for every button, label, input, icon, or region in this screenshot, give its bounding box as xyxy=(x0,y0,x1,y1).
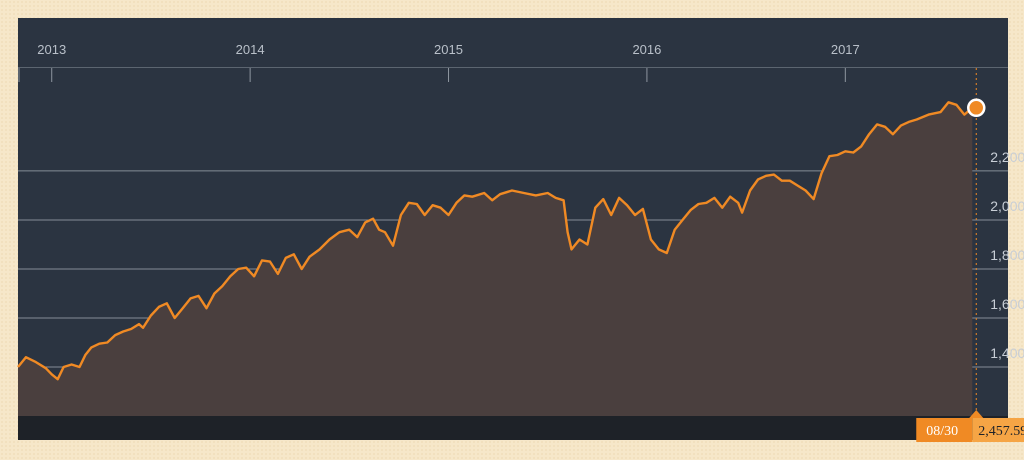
y-tick-label: 1,600.00 xyxy=(990,296,1024,312)
value-tooltip: 08/30 2,457.59 xyxy=(916,410,1024,442)
y-tick-label: 1,800.00 xyxy=(990,247,1024,263)
year-header xyxy=(18,18,1008,68)
y-tick-label: 1,400.00 xyxy=(990,345,1024,361)
y-tick-label: 2,000.00 xyxy=(990,198,1024,214)
bottom-bar xyxy=(18,416,1008,440)
tooltip-value-box xyxy=(972,418,1024,442)
year-tick-label: 2014 xyxy=(236,42,265,57)
series-line xyxy=(17,101,974,381)
year-tick-label: 2013 xyxy=(37,42,66,57)
tooltip-arrow xyxy=(969,410,984,418)
y-tick-label: 2,200.00 xyxy=(990,149,1024,165)
tooltip-date: 08/30 xyxy=(926,424,958,439)
tooltip-date-box xyxy=(916,418,973,442)
year-tick-label: 2017 xyxy=(831,42,860,57)
year-tick-label: 2015 xyxy=(434,42,463,57)
price-axis: 1,400.00 1,600.00 1,800.00 2,000.00 2,200.00 xyxy=(990,149,1024,361)
year-tick-label: 2016 xyxy=(632,42,661,57)
current-value-marker[interactable] xyxy=(967,98,986,118)
year-axis: 2013 2014 2015 2016 2017 xyxy=(18,42,860,82)
series-area xyxy=(18,102,973,417)
tooltip-value: 2,457.59 xyxy=(978,424,1024,439)
